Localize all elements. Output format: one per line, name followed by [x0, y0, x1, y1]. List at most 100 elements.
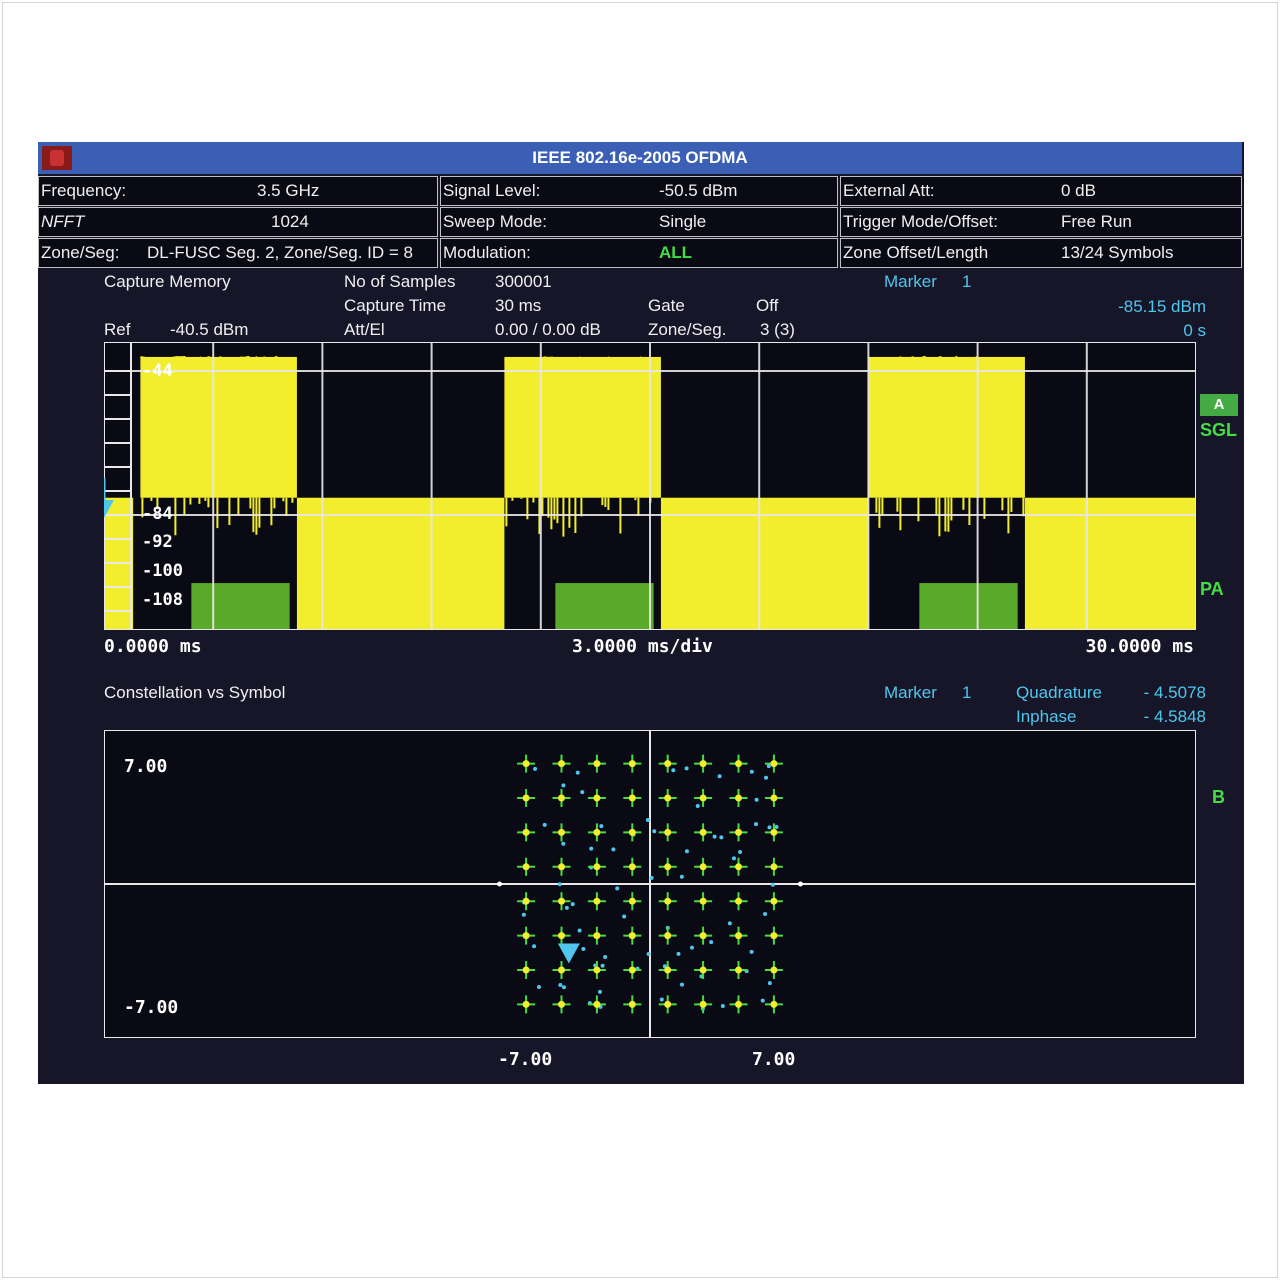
scatter-point	[684, 766, 689, 771]
scatter-point	[754, 822, 759, 827]
param-sweep-mode: Sweep Mode: Single	[440, 207, 838, 237]
scatter-point	[589, 846, 594, 851]
x-end-label: 30.0000 ms	[1085, 636, 1194, 657]
samples-label: No of Samples	[344, 272, 456, 291]
scatter-point	[767, 981, 772, 986]
gate-region	[919, 583, 1018, 630]
y-tick-label: -84	[142, 504, 173, 524]
scatter-point	[738, 849, 743, 854]
scatter-point	[558, 982, 563, 987]
scatter-point	[646, 951, 651, 956]
constellation-point	[628, 1000, 636, 1008]
scatter-point	[533, 766, 538, 771]
param-row: NFFT 1024 Sweep Mode: Single Trigger Mode/…	[38, 207, 1244, 237]
ref-value: -40.5 dBm	[170, 320, 249, 339]
scatter-point	[564, 905, 569, 910]
constellation-point	[593, 897, 601, 905]
marker-arrow-icon[interactable]	[104, 500, 114, 518]
x-start-label: 0.0000 ms	[104, 636, 202, 657]
burst-top-edge	[867, 355, 1025, 363]
scatter-point	[603, 954, 608, 959]
x-div-label: 3.0000 ms/div	[572, 636, 713, 657]
constellation-point	[522, 760, 530, 768]
capture-title: Capture Memory	[104, 272, 231, 291]
constellation-point	[522, 794, 530, 802]
constellation-point	[664, 1000, 672, 1008]
constellation-point	[593, 932, 601, 940]
scatter-point	[727, 921, 732, 926]
scatter-point	[557, 882, 562, 887]
param-row: Frequency: 3.5 GHz Signal Level: -50.5 dBm…	[38, 176, 1244, 206]
marker-level: -85.15 dBm	[1118, 297, 1206, 316]
scatter-point	[599, 824, 604, 829]
scatter-point	[717, 774, 722, 779]
burst-spikes	[505, 497, 652, 537]
param-external-att: External Att: 0 dB	[840, 176, 1242, 206]
param-zone-seg: Zone/Seg: DL-FUSC Seg. 2, Zone/Seg. ID = …	[38, 238, 438, 268]
inphase-value: - 4.5848	[1143, 707, 1206, 726]
constellation-point	[558, 863, 565, 871]
att-label: Att/El	[344, 320, 385, 339]
param-nfft: NFFT 1024	[38, 207, 438, 237]
constellation-title: Constellation vs Symbol	[104, 683, 286, 702]
constellation-point	[558, 932, 565, 940]
scatter-point	[766, 764, 771, 769]
y-tick-label: -44	[142, 361, 173, 381]
noise-floor-segment	[296, 497, 505, 630]
constellation-point	[770, 932, 778, 940]
scatter-point	[542, 822, 547, 827]
scatter-point	[536, 985, 541, 990]
constellation-point	[770, 760, 778, 768]
window-title: IEEE 802.16e-2005 OFDMA	[532, 148, 748, 167]
scatter-point	[561, 783, 566, 788]
constellation-point	[664, 760, 672, 768]
scatter-point	[532, 944, 537, 949]
param-trigger-mode: Trigger Mode/Offset: Free Run	[840, 207, 1242, 237]
const-y-bottom-label: -7.00	[124, 997, 179, 1018]
constellation-point	[522, 932, 530, 940]
constellation-point	[699, 966, 707, 974]
trace-a-badge[interactable]: A	[1200, 394, 1238, 416]
constellation-point	[699, 897, 707, 905]
constellation-point	[593, 828, 601, 836]
constellation-point	[699, 932, 707, 940]
title-bar: IEEE 802.16e-2005 OFDMA	[38, 142, 1242, 174]
scatter-point	[770, 882, 775, 887]
constellation-point	[770, 966, 778, 974]
scatter-point	[690, 945, 695, 950]
const-x-left-label: -7.00	[498, 1049, 553, 1070]
scatter-point	[760, 998, 765, 1003]
scatter-point	[659, 997, 664, 1002]
constellation-point	[593, 966, 601, 974]
constellation-point	[735, 966, 742, 974]
scatter-point	[615, 886, 620, 891]
capture-memory-chart	[104, 342, 1196, 630]
scatter-point	[575, 770, 580, 775]
scatter-point	[684, 849, 689, 854]
inphase-label: Inphase	[1016, 707, 1077, 726]
constellation-point	[770, 828, 778, 836]
axis-dot	[497, 881, 503, 887]
analyzer-screen: IEEE 802.16e-2005 OFDMA Frequency: 3.5 GH…	[38, 142, 1244, 1084]
quadrature-value: - 4.5078	[1143, 683, 1206, 702]
scatter-point	[749, 769, 754, 774]
constellation-point	[664, 863, 672, 871]
constellation-point	[770, 1000, 778, 1008]
pa-label: PA	[1200, 579, 1224, 599]
constellation-point	[522, 828, 530, 836]
burst-top-edge	[504, 356, 661, 363]
constellation-point	[735, 828, 742, 836]
marker-triangle-icon[interactable]	[557, 943, 580, 964]
scatter-point	[561, 985, 566, 990]
scatter-point	[561, 841, 566, 846]
marker-number: 1	[962, 272, 972, 291]
param-row: Zone/Seg: DL-FUSC Seg. 2, Zone/Seg. ID = …	[38, 238, 1244, 268]
scatter-point	[611, 847, 616, 852]
constellation-point	[558, 828, 565, 836]
constellation-point	[593, 1000, 601, 1008]
constellation-point	[735, 897, 742, 905]
burst-top-edge	[140, 355, 297, 363]
constellation-point	[628, 863, 636, 871]
scatter-point	[645, 817, 650, 822]
